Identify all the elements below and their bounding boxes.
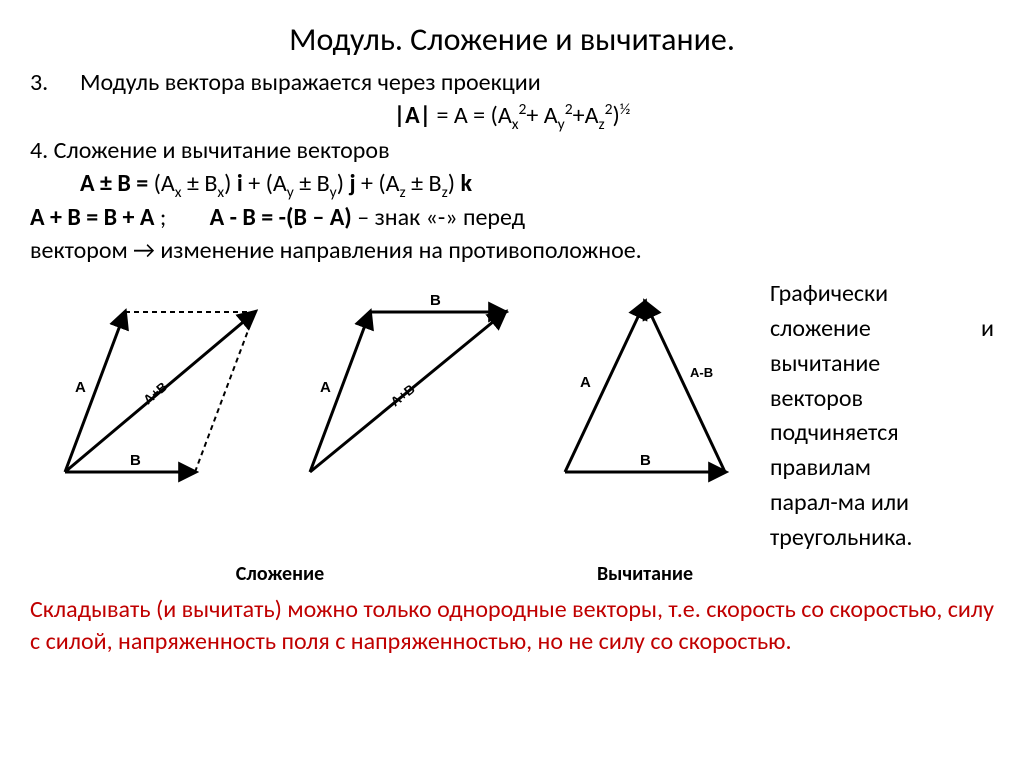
- svg-text:A: A: [320, 379, 331, 396]
- side-l1: Графически: [770, 277, 994, 312]
- svg-text:A: A: [580, 374, 591, 391]
- f4-sx1: x: [175, 182, 182, 201]
- f4-pm3: ± B: [406, 169, 442, 198]
- fig-parallelogram: A B A+B: [30, 277, 280, 555]
- f4-i: i: [237, 169, 248, 198]
- comm-sep: ;: [154, 203, 209, 232]
- num-3: 3.: [30, 67, 80, 99]
- side-l4: векторов: [770, 382, 994, 417]
- bottom-note: Складывать (и вычитать) можно только одн…: [30, 594, 994, 659]
- f4-c2: ): [337, 169, 350, 198]
- f4-pm1: ± B: [182, 169, 218, 198]
- f4-b1: (A: [154, 169, 175, 198]
- page-title: Модуль. Сложение и вычитание.: [30, 20, 994, 59]
- caption-sub: Вычитание: [530, 562, 760, 586]
- f4-AB: A ± B =: [80, 169, 154, 198]
- svg-text:A-B: A-B: [690, 365, 713, 380]
- svg-text:B: B: [430, 292, 441, 309]
- caption-add: Сложение: [30, 562, 530, 586]
- side-paragraph: Графически сложение и вычитание векторов…: [760, 277, 994, 555]
- f4-p2: + (A: [248, 169, 287, 198]
- f4-k: k: [460, 169, 472, 198]
- f4-pm2: ± B: [294, 169, 330, 198]
- formula-modulus: |A| = A = (Ax2+ Ay2+Az2)½: [30, 99, 994, 135]
- sup-2c: 2: [605, 100, 613, 119]
- comm-right: – знак «-» перед: [352, 203, 525, 232]
- fig-triangle-add: A B A+B: [280, 277, 530, 555]
- figures-row: A B A+B A B A+B: [30, 277, 994, 555]
- direction-line: вектором → изменение направления на прот…: [30, 235, 994, 267]
- f-close: ): [613, 101, 620, 130]
- fig-triangle-sub: A B A-B: [530, 277, 760, 555]
- side-l8: треугольника.: [770, 521, 994, 556]
- side-l5: подчиняется: [770, 416, 994, 451]
- f-plus2: +A: [573, 101, 599, 130]
- point-3: 3.Модуль вектора выражается через проекц…: [30, 67, 994, 99]
- f4-c1: ): [224, 169, 237, 198]
- side-l7: парал-ма или: [770, 486, 994, 521]
- point-4: 4. Сложение и вычитание векторов: [30, 135, 994, 167]
- f4-j: j: [349, 169, 361, 198]
- f4-sy2: y: [330, 182, 337, 201]
- side-l2: сложение и: [770, 312, 994, 347]
- commutative-line: A + B = B + A ; A - B = -(B – A) – знак …: [30, 202, 994, 234]
- svg-text:A: A: [75, 379, 86, 396]
- svg-text:B: B: [130, 452, 141, 469]
- f-eq: = A = (A: [431, 101, 512, 130]
- sup-half: ½: [620, 100, 630, 119]
- sup-2b: 2: [565, 100, 573, 119]
- p3-text: Модуль вектора выражается через проекции: [80, 68, 541, 97]
- f4-sy1: y: [287, 182, 294, 201]
- side-l3: вычитание: [770, 347, 994, 382]
- comm-mid: A - B = -(B – A): [210, 203, 352, 232]
- formula-addsub: A ± B = (Ax ± Bx) i + (Ay ± By) j + (Az …: [30, 168, 994, 203]
- sub-y: y: [558, 115, 565, 134]
- side-l6: правилам: [770, 451, 994, 486]
- svg-text:B: B: [640, 452, 651, 469]
- f4-p3: + (A: [361, 169, 400, 198]
- comm-left: A + B = B + A: [30, 203, 154, 232]
- f4-c3: ): [448, 169, 461, 198]
- captions-row: Сложение Вычитание: [30, 562, 994, 586]
- f-plus1: + A: [526, 101, 557, 130]
- f-A: |A|: [394, 101, 431, 130]
